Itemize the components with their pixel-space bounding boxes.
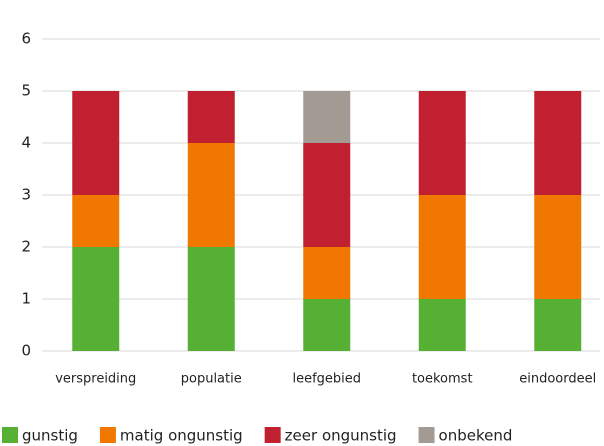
bar-segment bbox=[187, 143, 235, 247]
y-tick-label: 0 bbox=[21, 342, 31, 360]
bar-segment bbox=[418, 195, 466, 299]
bar-segment bbox=[303, 247, 351, 299]
y-tick-label: 2 bbox=[21, 238, 31, 256]
bar-segment bbox=[72, 247, 120, 351]
y-tick-label: 4 bbox=[21, 134, 31, 152]
bar-segment bbox=[534, 91, 582, 195]
legend-swatch bbox=[2, 427, 18, 443]
y-tick-label: 5 bbox=[21, 82, 31, 100]
bar-segment bbox=[72, 91, 120, 195]
bar-segment bbox=[303, 143, 351, 247]
bar-segment bbox=[534, 299, 582, 351]
bar-segment bbox=[418, 91, 466, 195]
bar-segment bbox=[303, 91, 351, 143]
x-tick-label: leefgebied bbox=[292, 372, 361, 387]
legend-label: zeer ongunstig bbox=[285, 427, 397, 445]
bar-segment bbox=[303, 299, 351, 351]
bar-segment bbox=[187, 91, 235, 143]
legend-label: matig ongunstig bbox=[120, 427, 243, 445]
x-tick-label: verspreiding bbox=[55, 372, 136, 387]
bar-segment bbox=[72, 195, 120, 247]
y-tick-label: 1 bbox=[21, 290, 31, 308]
y-tick-label: 3 bbox=[21, 186, 31, 204]
legend-swatch bbox=[264, 427, 281, 443]
legend-swatch bbox=[418, 427, 435, 443]
x-tick-label: populatie bbox=[181, 372, 242, 387]
y-tick-label: 6 bbox=[21, 30, 31, 48]
x-tick-label: eindoordeel bbox=[519, 372, 596, 387]
legend-label: onbekend bbox=[439, 427, 513, 445]
bar-segment bbox=[418, 299, 466, 351]
bar-segment bbox=[534, 195, 582, 299]
legend-label: gunstig bbox=[22, 427, 78, 445]
legend-swatch bbox=[99, 427, 116, 443]
bar-segment bbox=[187, 247, 235, 351]
x-tick-label: toekomst bbox=[412, 372, 473, 387]
